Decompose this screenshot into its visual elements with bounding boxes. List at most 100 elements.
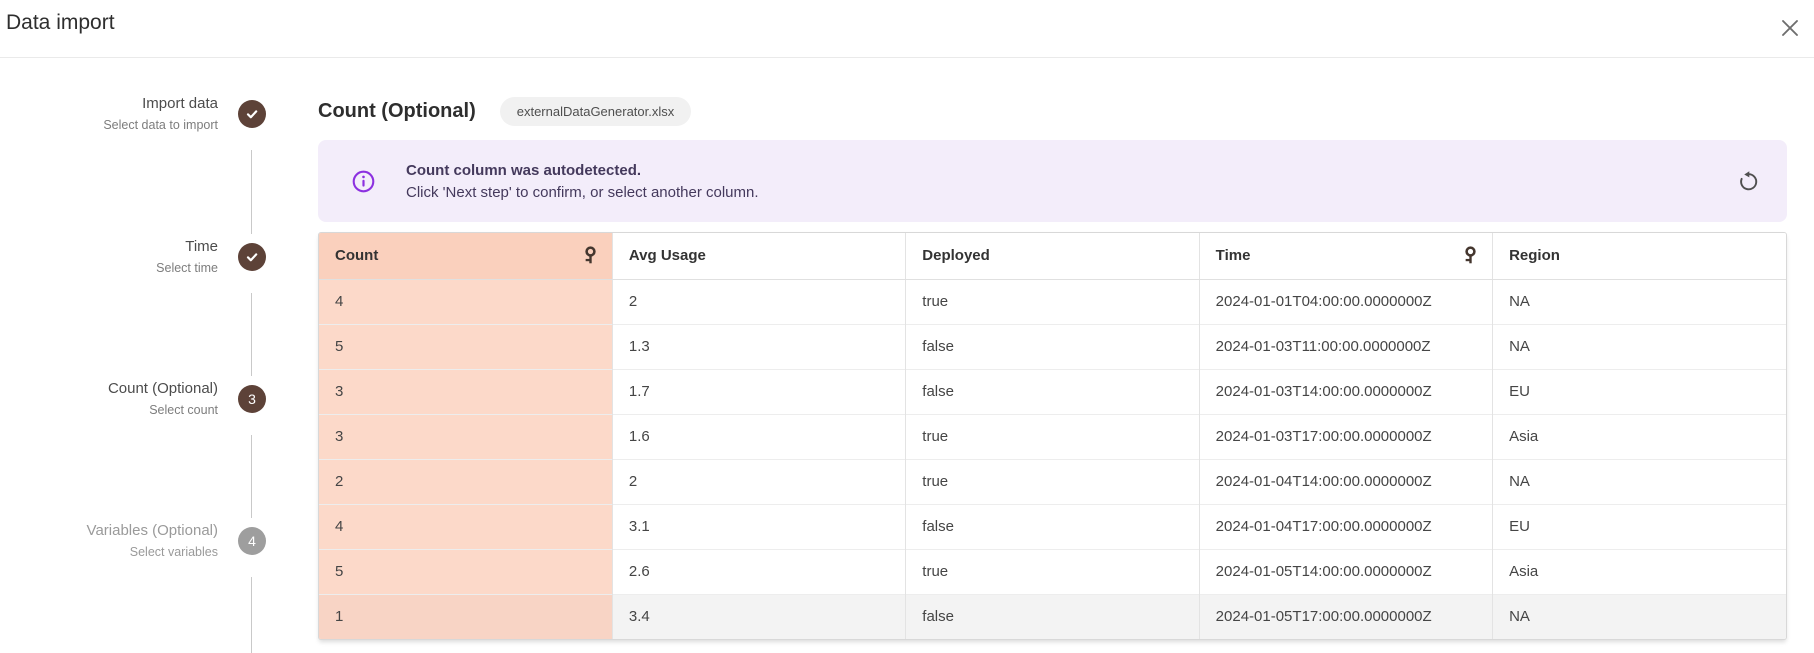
table-cell[interactable]: 2024-01-05T17:00:00.0000000Z xyxy=(1198,593,1493,639)
table-row: 1 3.4 false 2024-01-05T17:00:00.0000000Z NA xyxy=(319,593,1786,639)
table-header-row: Count Avg Usage Deployed xyxy=(319,233,1786,280)
table-cell[interactable]: 1.7 xyxy=(611,368,906,414)
stepper-step-variables[interactable]: Variables (Optional) Select variables 4 xyxy=(0,521,266,561)
page-title: Data import xyxy=(6,11,115,34)
step-label: Variables (Optional) xyxy=(86,522,218,539)
table-cell[interactable]: 2024-01-05T14:00:00.0000000Z xyxy=(1198,548,1493,594)
table-cell[interactable]: 4 xyxy=(319,279,613,324)
column-label: Time xyxy=(1215,247,1251,265)
stepper-step-time[interactable]: Time Select time xyxy=(0,237,266,277)
close-icon xyxy=(1778,16,1802,40)
table-cell[interactable]: true xyxy=(905,413,1200,459)
step-sublabel: Select count xyxy=(149,403,218,417)
table-cell[interactable]: Asia xyxy=(1492,548,1786,594)
stepper-connector xyxy=(251,435,252,518)
table-cell[interactable]: 5 xyxy=(319,548,613,594)
column-label: Avg Usage xyxy=(628,247,706,265)
table-cell[interactable]: true xyxy=(905,548,1200,594)
table-cell[interactable]: Asia xyxy=(1492,413,1786,459)
table-cell[interactable]: 3.4 xyxy=(611,593,906,639)
table-cell[interactable]: true xyxy=(905,458,1200,504)
table-row: 2 2 true 2024-01-04T14:00:00.0000000Z NA xyxy=(319,458,1786,504)
check-icon xyxy=(244,249,260,265)
table-row: 5 1.3 false 2024-01-03T11:00:00.0000000Z NA xyxy=(319,323,1786,369)
stepper-step-count[interactable]: Count (Optional) Select count 3 xyxy=(0,379,266,419)
step-sublabel: Select data to import xyxy=(103,118,218,132)
step-number: 3 xyxy=(248,391,256,407)
table-row: 4 2 true 2024-01-01T04:00:00.0000000Z NA xyxy=(319,279,1786,324)
table-cell[interactable]: 3 xyxy=(319,413,613,459)
table-cell[interactable]: 3.1 xyxy=(611,503,906,549)
table-cell[interactable]: 2024-01-04T17:00:00.0000000Z xyxy=(1198,503,1493,549)
section-heading: Count (Optional) xyxy=(318,99,476,122)
step-circle: 4 xyxy=(238,527,266,555)
key-icon xyxy=(581,246,600,265)
table-cell[interactable]: NA xyxy=(1492,458,1786,504)
reset-button[interactable] xyxy=(1731,165,1763,197)
table-cell[interactable]: false xyxy=(905,503,1200,549)
table-row: 3 1.6 true 2024-01-03T17:00:00.0000000Z Asia xyxy=(319,413,1786,459)
header-divider xyxy=(0,57,1814,58)
banner-message: Click 'Next step' to confirm, or select … xyxy=(406,183,759,201)
table-cell[interactable]: 1.3 xyxy=(611,323,906,369)
close-button[interactable] xyxy=(1776,14,1804,42)
stepper-connector xyxy=(251,150,252,234)
stepper-connector xyxy=(251,293,252,376)
table-cell[interactable]: 1.6 xyxy=(611,413,906,459)
table-cell[interactable]: EU xyxy=(1492,368,1786,414)
table-cell[interactable]: 5 xyxy=(319,323,613,369)
column-header-avg-usage[interactable]: Avg Usage xyxy=(611,233,906,280)
table-cell[interactable]: false xyxy=(905,593,1200,639)
table-cell[interactable]: 4 xyxy=(319,503,613,549)
table-cell[interactable]: EU xyxy=(1492,503,1786,549)
table-cell[interactable]: 2024-01-04T14:00:00.0000000Z xyxy=(1198,458,1493,504)
table-cell[interactable]: false xyxy=(905,368,1200,414)
column-header-time[interactable]: Time xyxy=(1198,233,1493,280)
step-number: 4 xyxy=(248,533,256,549)
preview-table-body: 4 2 true 2024-01-01T04:00:00.0000000Z NA 5 1.3… xyxy=(319,279,1786,639)
table-cell[interactable]: NA xyxy=(1492,593,1786,639)
table-cell[interactable]: 2024-01-03T11:00:00.0000000Z xyxy=(1198,323,1493,369)
table-cell[interactable]: 2 xyxy=(611,458,906,504)
table-cell[interactable]: false xyxy=(905,323,1200,369)
step-circle: 3 xyxy=(238,385,266,413)
table-cell[interactable]: 2 xyxy=(611,279,906,324)
file-chip: externalDataGenerator.xlsx xyxy=(499,96,692,126)
table-cell[interactable]: 2 xyxy=(319,458,613,504)
table-cell[interactable]: 2024-01-03T14:00:00.0000000Z xyxy=(1198,368,1493,414)
column-label: Deployed xyxy=(922,247,990,265)
step-sublabel: Select variables xyxy=(129,545,218,559)
column-label: Count xyxy=(335,247,379,265)
stepper-connector xyxy=(251,577,252,653)
column-header-deployed[interactable]: Deployed xyxy=(905,233,1200,280)
table-cell[interactable]: NA xyxy=(1492,323,1786,369)
content-header: Count (Optional) externalDataGenerator.x… xyxy=(318,96,692,126)
reset-icon xyxy=(1736,170,1759,193)
table-row: 5 2.6 true 2024-01-05T14:00:00.0000000Z Asia xyxy=(319,548,1786,594)
step-label: Count (Optional) xyxy=(107,380,218,397)
table-cell[interactable]: NA xyxy=(1492,279,1786,324)
stepper-step-import-data[interactable]: Import data Select data to import xyxy=(0,94,266,134)
column-header-count[interactable]: Count xyxy=(319,233,613,280)
info-icon xyxy=(351,169,376,194)
column-header-region[interactable]: Region xyxy=(1492,233,1786,280)
step-sublabel: Select time xyxy=(156,261,218,275)
table-cell[interactable]: 2.6 xyxy=(611,548,906,594)
banner-title: Count column was autodetected. xyxy=(406,161,642,179)
step-circle xyxy=(238,100,266,128)
step-circle xyxy=(238,243,266,271)
column-label: Region xyxy=(1509,247,1560,265)
table-row: 3 1.7 false 2024-01-03T14:00:00.0000000Z EU xyxy=(319,368,1786,414)
data-preview-table: Count Avg Usage Deployed xyxy=(318,232,1787,640)
table-cell[interactable]: 2024-01-03T17:00:00.0000000Z xyxy=(1198,413,1493,459)
step-label: Time xyxy=(185,238,218,255)
key-icon xyxy=(1461,246,1480,265)
table-row: 4 3.1 false 2024-01-04T17:00:00.0000000Z EU xyxy=(319,503,1786,549)
table-cell[interactable]: 2024-01-01T04:00:00.0000000Z xyxy=(1198,279,1493,324)
table-cell[interactable]: true xyxy=(905,279,1200,324)
table-cell[interactable]: 1 xyxy=(319,593,613,639)
step-label: Import data xyxy=(142,95,218,112)
check-icon xyxy=(244,106,260,122)
autodetect-banner: Count column was autodetected. Click 'Ne… xyxy=(318,140,1787,222)
table-cell[interactable]: 3 xyxy=(319,368,613,414)
